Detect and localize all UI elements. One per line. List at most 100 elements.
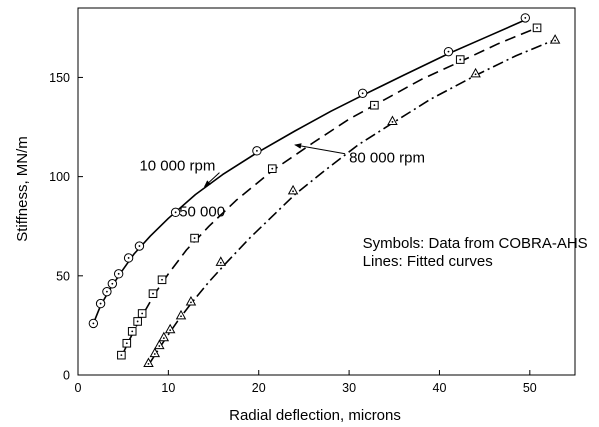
marker-center-dot bbox=[161, 278, 163, 281]
data-point-series-2 bbox=[148, 289, 158, 298]
marker-triangle bbox=[149, 347, 161, 358]
marker-center-dot bbox=[125, 342, 128, 345]
data-point-series-3 bbox=[470, 67, 481, 78]
annotation-arrow bbox=[203, 172, 220, 188]
marker-center-dot bbox=[153, 353, 156, 355]
data-point-series-3 bbox=[143, 357, 154, 367]
data-point-series-3 bbox=[164, 323, 176, 334]
data-point-series-1 bbox=[107, 279, 118, 289]
marker-center-dot bbox=[158, 345, 161, 347]
data-point-series-1 bbox=[134, 241, 145, 251]
marker-triangle bbox=[175, 309, 187, 320]
marker-center-dot bbox=[92, 322, 95, 325]
marker-center-dot bbox=[391, 120, 394, 123]
data-point-series-2 bbox=[127, 327, 137, 336]
marker-center-dot bbox=[147, 362, 150, 365]
plot-frame bbox=[77, 7, 576, 376]
data-point-series-2 bbox=[370, 100, 379, 110]
data-point-series-1 bbox=[252, 146, 262, 156]
data-point-series-1 bbox=[95, 298, 106, 309]
marker-center-dot bbox=[373, 104, 376, 107]
marker-center-dot bbox=[219, 261, 222, 264]
annotation-1: 10 000 rpm bbox=[139, 158, 215, 175]
marker-center-dot bbox=[111, 282, 114, 285]
data-point-series-2 bbox=[532, 23, 542, 33]
data-point-series-1 bbox=[102, 286, 112, 297]
fitted-curve-2 bbox=[120, 27, 538, 358]
annotation-4: Symbols: Data from COBRA-AHS bbox=[363, 235, 588, 252]
data-point-series-3 bbox=[215, 256, 227, 266]
data-point-series-2 bbox=[117, 350, 126, 360]
marker-center-dot bbox=[459, 58, 462, 61]
data-point-series-3 bbox=[287, 184, 299, 195]
marker-center-dot bbox=[131, 330, 134, 333]
marker-center-dot bbox=[190, 301, 192, 304]
marker-center-dot bbox=[141, 312, 144, 315]
data-point-series-2 bbox=[157, 275, 167, 285]
y-tick-label: 50 bbox=[56, 269, 70, 283]
marker-triangle bbox=[154, 339, 165, 350]
marker-center-dot bbox=[120, 354, 123, 357]
annotation-3: 80 000 rpm bbox=[349, 150, 425, 167]
marker-center-dot bbox=[117, 272, 120, 275]
data-point-series-1 bbox=[443, 46, 454, 57]
data-point-series-3 bbox=[154, 339, 165, 350]
marker-center-dot bbox=[536, 26, 538, 29]
axis-ticks: 0 10 20 30 40 50 0 50 100 150 bbox=[49, 71, 537, 395]
annotations: 10 000 rpm 50 000 80 000 rpm Symbols: Data … bbox=[139, 143, 588, 270]
data-point-series-1 bbox=[170, 207, 181, 218]
data-point-series-2 bbox=[137, 309, 147, 318]
annotation-5: Lines: Fitted curves bbox=[363, 253, 493, 270]
marker-center-dot bbox=[136, 320, 139, 323]
marker-triangle bbox=[287, 184, 299, 195]
fitted-curve-3 bbox=[147, 38, 556, 366]
fitted-curves bbox=[92, 19, 556, 366]
marker-center-dot bbox=[162, 337, 165, 340]
marker-triangle bbox=[143, 357, 154, 367]
data-point-series-3 bbox=[387, 115, 398, 125]
y-tick-label: 100 bbox=[49, 170, 70, 184]
annotation-2: 50 000 bbox=[179, 203, 225, 220]
data-point-series-3 bbox=[185, 295, 197, 306]
data-point-series-1 bbox=[357, 88, 368, 99]
marker-center-dot bbox=[106, 290, 108, 293]
marker-center-dot bbox=[554, 39, 557, 42]
x-tick-label: 0 bbox=[75, 381, 82, 395]
marker-center-dot bbox=[127, 257, 130, 259]
data-point-series-2 bbox=[190, 233, 199, 243]
marker-triangle bbox=[470, 67, 481, 78]
annotation-arrow bbox=[294, 143, 346, 155]
marker-center-dot bbox=[169, 329, 172, 332]
marker-triangle bbox=[549, 34, 561, 44]
marker-triangle bbox=[215, 256, 227, 266]
data-point-series-1 bbox=[113, 269, 124, 279]
data-points bbox=[88, 13, 561, 367]
plot-border bbox=[77, 7, 576, 376]
data-point-series-2 bbox=[267, 164, 277, 173]
marker-triangle bbox=[387, 115, 398, 125]
data-point-series-1 bbox=[520, 13, 530, 23]
marker-center-dot bbox=[138, 245, 141, 247]
y-tick-label: 150 bbox=[49, 71, 70, 85]
data-point-series-3 bbox=[158, 331, 170, 342]
marker-center-dot bbox=[180, 315, 182, 318]
marker-center-dot bbox=[174, 211, 177, 214]
data-point-series-1 bbox=[123, 253, 134, 263]
marker-center-dot bbox=[271, 167, 274, 170]
data-point-series-3 bbox=[175, 309, 187, 320]
data-point-series-1 bbox=[88, 318, 99, 329]
data-point-series-3 bbox=[549, 34, 561, 44]
marker-center-dot bbox=[152, 292, 154, 295]
x-tick-label: 50 bbox=[523, 381, 537, 395]
marker-center-dot bbox=[99, 302, 102, 305]
marker-center-dot bbox=[524, 17, 527, 19]
marker-center-dot bbox=[447, 50, 450, 53]
y-axis-title: Stiffness, MN/m bbox=[14, 136, 31, 242]
x-tick-label: 30 bbox=[342, 381, 356, 395]
marker-center-dot bbox=[292, 190, 294, 193]
x-tick-label: 40 bbox=[433, 381, 447, 395]
y-tick-label: 0 bbox=[63, 369, 70, 383]
marker-center-dot bbox=[256, 149, 258, 152]
marker-triangle bbox=[158, 331, 170, 342]
